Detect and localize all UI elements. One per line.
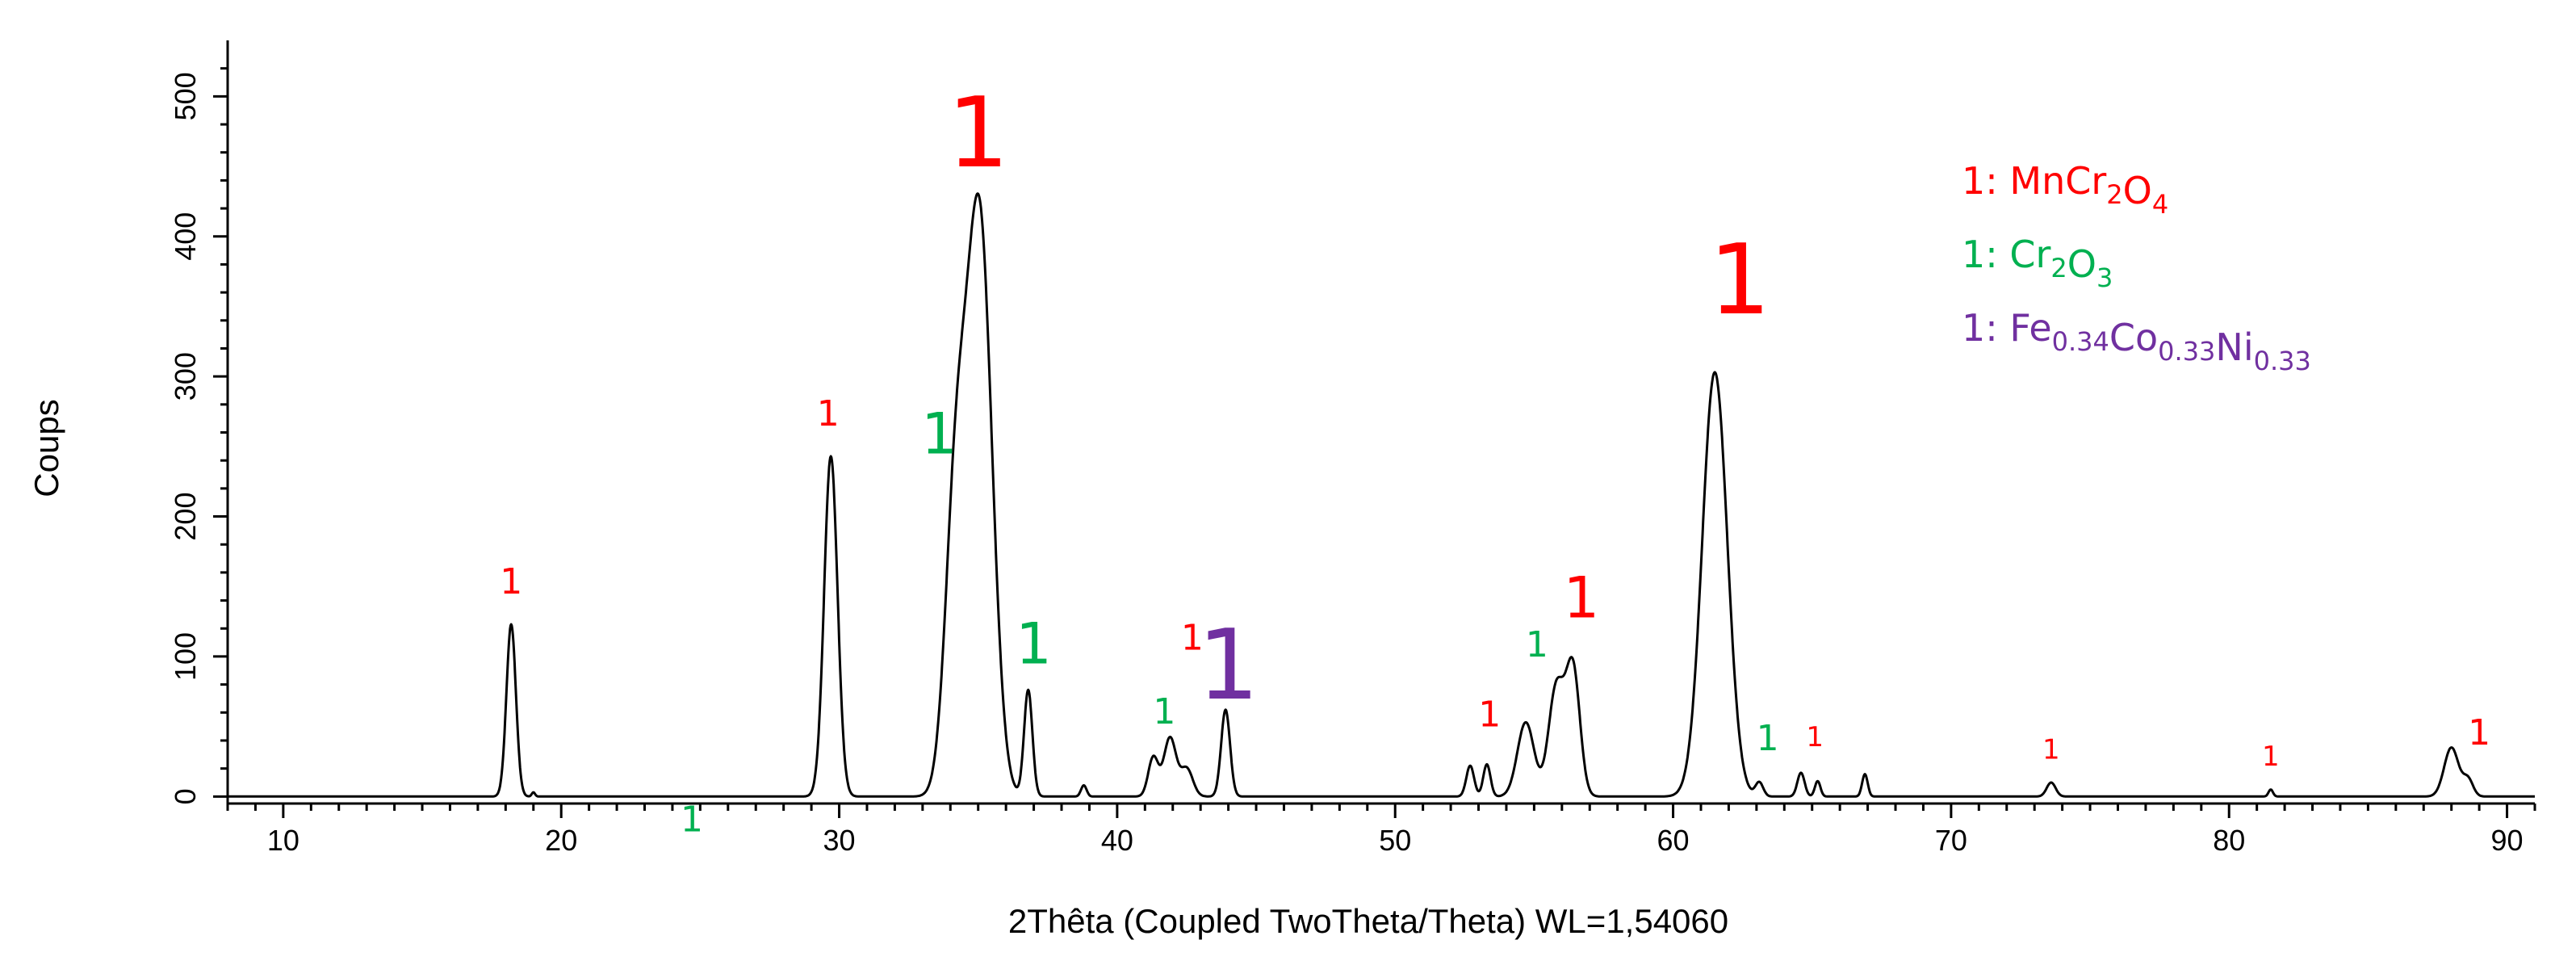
- peak-annotation: 1: [1757, 718, 1779, 759]
- x-tick-label: 90: [2491, 824, 2524, 857]
- x-tick-label: 60: [1657, 824, 1690, 857]
- peak-annotation: 1: [2262, 741, 2280, 773]
- x-tick-label: 10: [267, 824, 299, 857]
- x-tick-label: 20: [545, 824, 577, 857]
- plot-area: [227, 192, 2536, 798]
- peak-annotation: 1: [1709, 225, 1770, 337]
- peak-annotation: 1: [1478, 695, 1501, 736]
- peak-annotation: 1: [1564, 564, 1600, 631]
- legend-entry: 1: Cr2O3: [1962, 233, 2113, 293]
- peak-annotation: 1: [500, 561, 522, 602]
- peak-annotation: 1: [1016, 611, 1052, 678]
- x-axis-title: 2Thêta (Coupled TwoTheta/Theta) WL=1,540…: [1008, 902, 1728, 940]
- axes: 10 20 30 40 50 60 70 80 90 0 100 200 300 400 500: [169, 40, 2536, 857]
- peak-annotation: 1: [948, 78, 1009, 190]
- y-tick-label: 500: [169, 72, 202, 120]
- y-tick-label: 300: [169, 352, 202, 401]
- y-tick-label: 0: [169, 788, 202, 804]
- peak-annotation: 1: [1181, 617, 1204, 658]
- x-tick-label: 70: [1935, 824, 1967, 857]
- legend-entry: 1: MnCr2O4: [1962, 159, 2168, 220]
- peak-annotation: 1: [2042, 734, 2060, 766]
- peak-annotation: 1: [817, 393, 840, 434]
- legend: 1: MnCr2O4 1: Cr2O3 1: Fe0.34Co0.33Ni0.33: [1962, 159, 2311, 376]
- legend-entry: 1: Fe0.34Co0.33Ni0.33: [1962, 306, 2311, 376]
- y-tick-label: 100: [169, 632, 202, 681]
- peak-annotation: 1: [921, 401, 957, 468]
- y-tick-label: 200: [169, 493, 202, 541]
- x-tick-label: 40: [1101, 824, 1133, 857]
- y-ticks: 0 100 200 300 400 500: [169, 67, 228, 804]
- peak-annotation: 1: [1153, 691, 1175, 732]
- x-tick-label: 50: [1379, 824, 1411, 857]
- y-axis-title: Coups: [27, 399, 65, 497]
- peak-annotation: 1: [1806, 721, 1824, 753]
- peak-annotation: 1: [2468, 712, 2490, 753]
- peak-annotation: 1: [1526, 624, 1548, 665]
- x-tick-label: 80: [2213, 824, 2245, 857]
- x-tick-label: 30: [823, 824, 856, 857]
- diffraction-trace: [227, 192, 2536, 798]
- x-ticks: 10 20 30 40 50 60 70 80 90: [226, 804, 2536, 857]
- y-tick-label: 400: [169, 212, 202, 261]
- peak-annotation: 1: [1197, 610, 1259, 722]
